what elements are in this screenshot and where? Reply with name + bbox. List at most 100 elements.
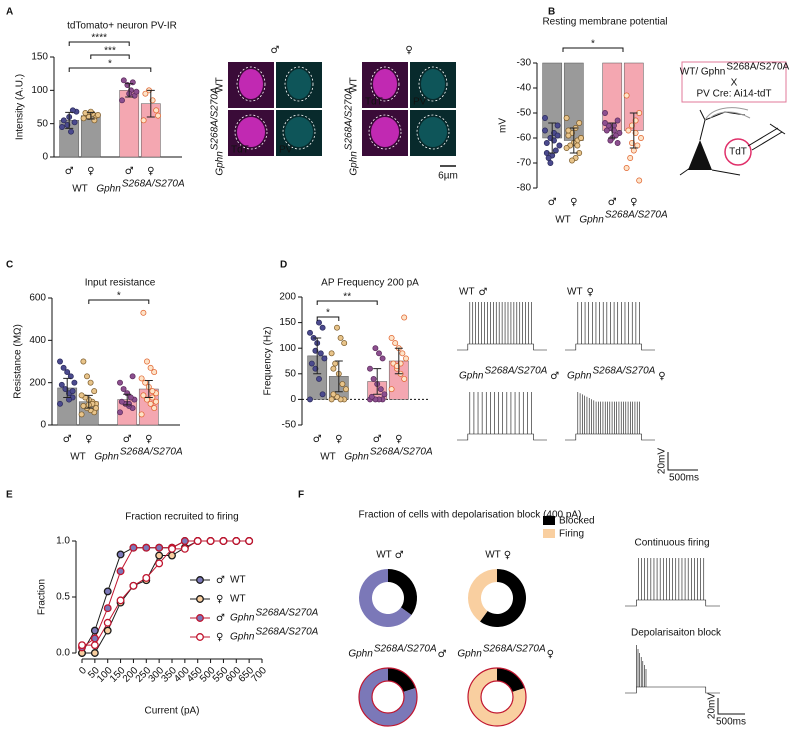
error-bar — [123, 393, 132, 406]
chart-title: Fraction of cells with depolarisation bl… — [359, 510, 582, 521]
schematic-text-sup: S268A/S270A — [726, 62, 789, 73]
schematic-text: TdT — [729, 147, 747, 158]
scale-label: 6µm — [438, 171, 458, 182]
y-tick-label: 0.5 — [56, 592, 70, 603]
data-point — [57, 358, 63, 365]
category-label: ♀ — [87, 166, 94, 177]
data-point — [602, 120, 608, 126]
trace-label: Depolarisaiton block — [631, 628, 722, 639]
cell-body — [239, 69, 263, 99]
data-point — [64, 369, 71, 376]
error-bar — [548, 122, 557, 154]
chart-title: tdTomato+ neuron PV-IR — [67, 21, 177, 32]
pipette — [747, 123, 786, 151]
row-label: WT — [215, 77, 226, 93]
legend-marker — [196, 614, 204, 622]
y-tick-label: 150 — [279, 317, 296, 328]
data-point — [334, 324, 340, 331]
legend-label: Firing — [559, 529, 584, 540]
cell-outline — [418, 66, 448, 102]
donut-slice — [468, 668, 526, 726]
data-point — [133, 88, 140, 95]
data-point — [138, 411, 145, 418]
group-label: Gphn — [96, 184, 121, 195]
category-label: ♀ — [395, 434, 402, 445]
image-sex: ♀ — [405, 45, 412, 56]
y-tick-label: -70 — [517, 158, 532, 169]
series-marker — [78, 641, 86, 650]
legend-swatch — [543, 529, 555, 538]
data-point — [543, 140, 550, 146]
legend-sex: ♂ — [216, 575, 225, 586]
y-tick-label: 0 — [42, 152, 48, 163]
y-tick-label: -60 — [517, 133, 532, 144]
series-marker — [103, 626, 112, 635]
data-point — [321, 355, 328, 362]
significance-label: ** — [343, 292, 351, 303]
significance-label: * — [108, 59, 112, 70]
legend-marker — [196, 595, 204, 603]
data-point — [554, 122, 561, 129]
y-tick-label: 50 — [285, 368, 297, 379]
category-label: ♀ — [335, 434, 342, 445]
error-bar — [313, 337, 322, 375]
category-label: ♂ — [373, 434, 382, 445]
trace-label-sup: S268A/S270A — [592, 366, 655, 377]
category-label: ♂ — [313, 434, 322, 445]
series-marker — [116, 596, 125, 605]
voltage-trace — [625, 645, 720, 694]
data-point — [87, 379, 94, 386]
channel-label: TdT — [231, 145, 249, 156]
data-point — [80, 403, 87, 409]
series-marker — [245, 537, 254, 545]
series-line — [82, 540, 250, 654]
x-tick-label: 700 — [249, 665, 269, 685]
group-label: WT — [72, 184, 88, 195]
series-marker — [90, 649, 99, 657]
data-point — [623, 92, 630, 99]
data-point — [623, 165, 630, 171]
data-point — [316, 375, 322, 382]
donut-sex: ♂ — [438, 649, 447, 660]
group-label-sup: S268A/S270A — [605, 210, 668, 221]
group-label: WT — [320, 452, 336, 463]
error-bar — [334, 360, 343, 393]
data-point — [565, 132, 572, 139]
voltage-trace — [565, 302, 655, 351]
donut-edge — [358, 667, 418, 727]
error-bar — [629, 112, 638, 149]
dendrites-light — [704, 107, 751, 121]
cell-body — [371, 117, 399, 147]
y-tick-label: 1.0 — [56, 536, 70, 547]
y-tick-label: -80 — [517, 183, 532, 194]
data-point — [319, 391, 326, 398]
data-point — [93, 405, 99, 412]
schematic-text: PV Cre: Ai14-tdT — [696, 89, 771, 100]
y-tick-label: 50 — [37, 118, 49, 129]
donut-slice — [468, 569, 497, 622]
data-point — [332, 360, 339, 367]
data-point — [71, 379, 78, 386]
trace-label: WT — [567, 287, 583, 298]
donut-sex: ♂ — [395, 550, 404, 561]
data-point — [554, 132, 561, 139]
y-tick-label: 200 — [279, 292, 296, 303]
data-point — [68, 128, 74, 135]
series-marker — [90, 634, 99, 643]
data-point — [57, 400, 63, 407]
y-tick-label: -50 — [282, 420, 297, 431]
data-point — [127, 394, 134, 401]
legend-marker — [196, 576, 204, 584]
voltage-trace — [457, 392, 547, 441]
data-point — [84, 373, 90, 380]
series-marker — [90, 641, 99, 650]
cell-outline — [282, 114, 316, 150]
data-point — [95, 112, 101, 118]
data-point — [634, 142, 641, 149]
data-point — [144, 358, 150, 365]
data-point — [343, 386, 349, 393]
donut-edge — [480, 680, 514, 714]
voltage-trace — [625, 558, 720, 607]
data-point — [140, 309, 147, 316]
